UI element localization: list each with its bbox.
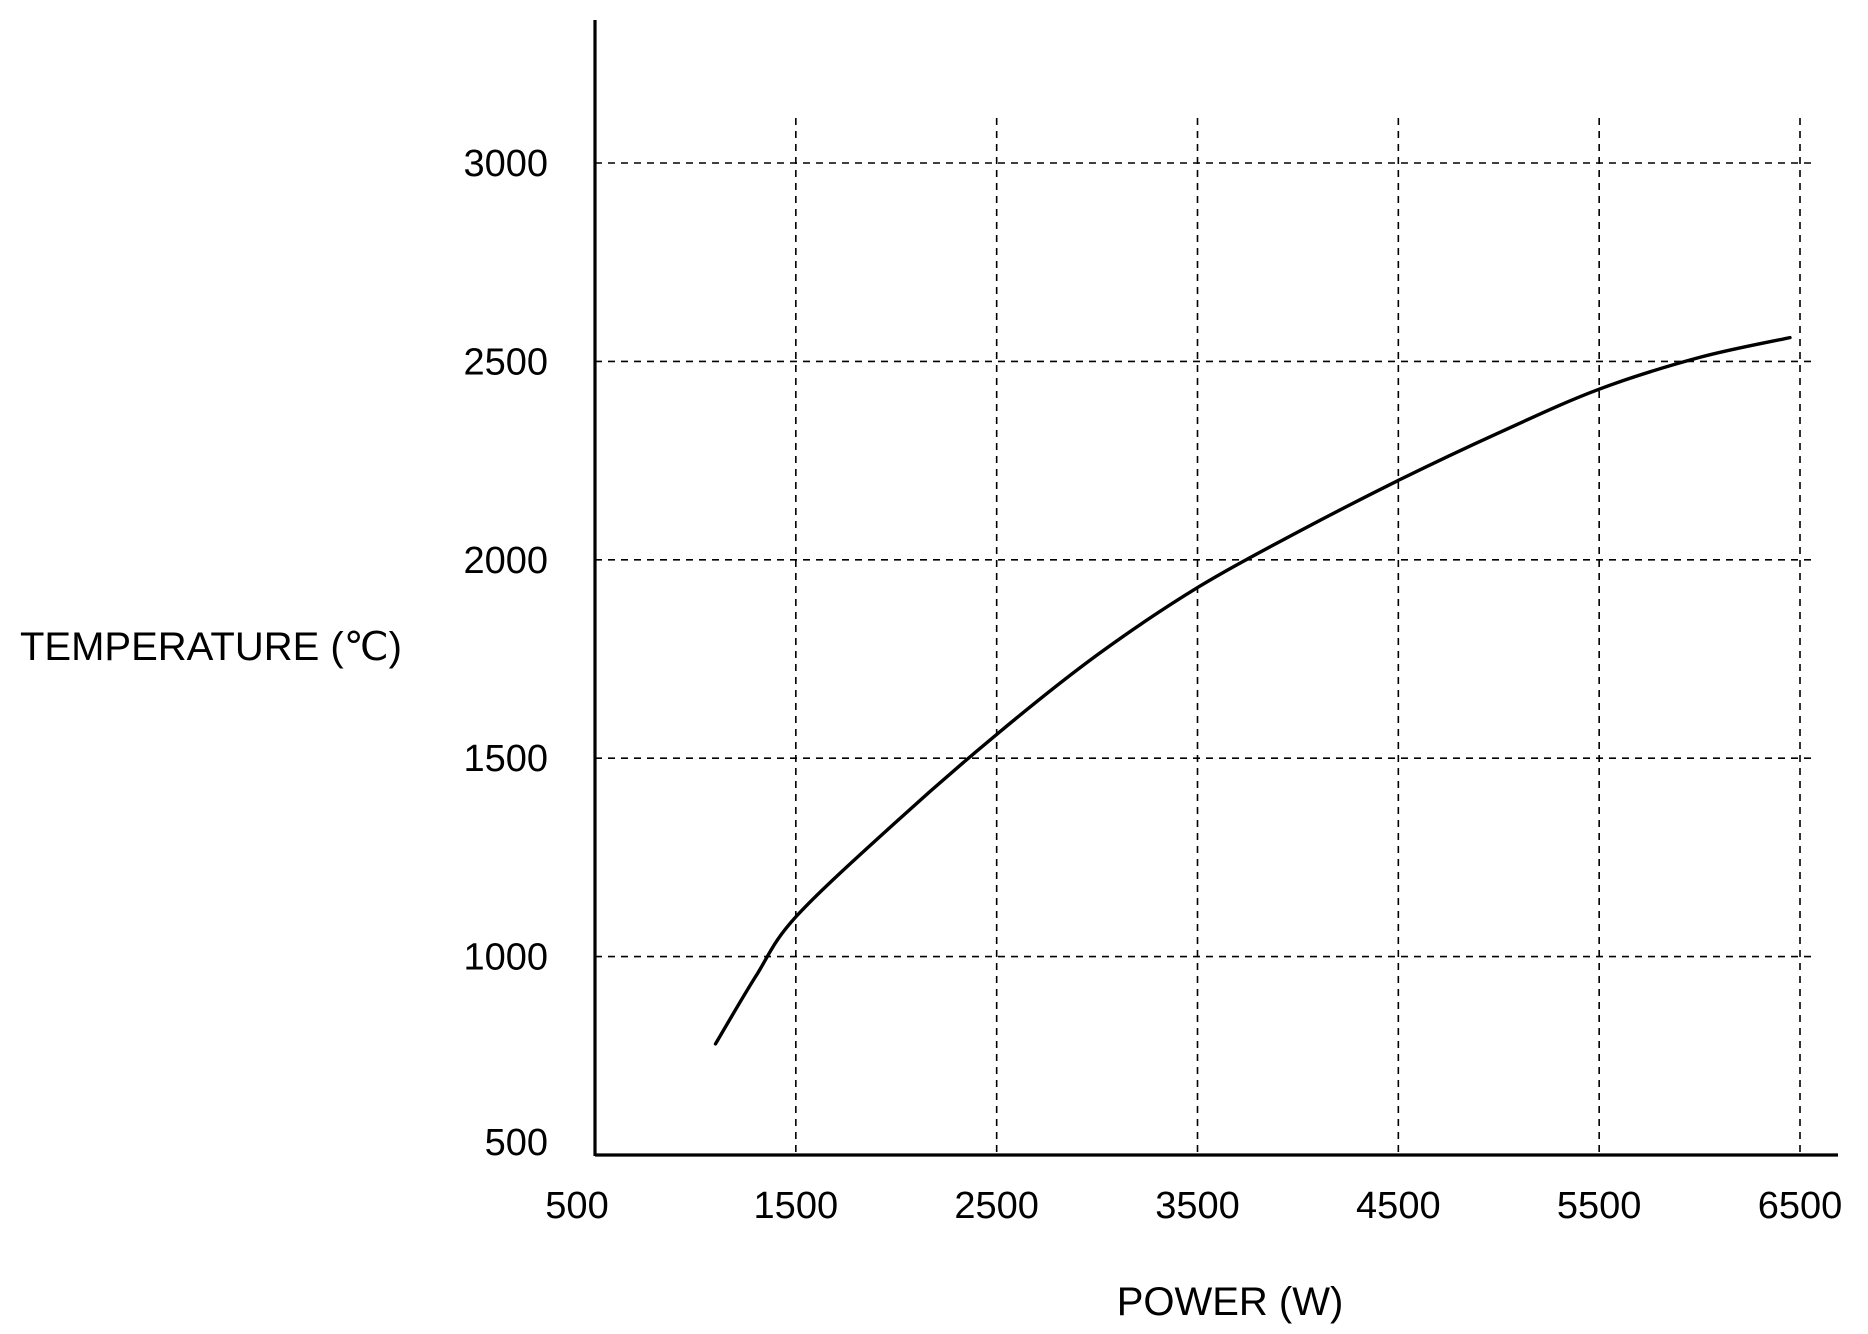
y-tick-label: 1500 — [463, 738, 548, 780]
x-axis-title: POWER (W) — [1117, 1280, 1344, 1324]
x-tick-label: 5500 — [1557, 1185, 1642, 1227]
y-tick-label: 1000 — [463, 937, 548, 979]
temperature-curve — [713, 335, 1792, 1046]
x-tick-label: 3500 — [1155, 1185, 1240, 1227]
x-tick-label: 2500 — [954, 1185, 1039, 1227]
x-tick-label: 4500 — [1356, 1185, 1441, 1227]
x-tick-labels: 500 1500 2500 3500 4500 5500 6500 — [545, 1185, 1842, 1227]
y-tick-label: 3000 — [463, 143, 548, 185]
x-tick-label: 500 — [545, 1185, 608, 1227]
y-tick-label: 2000 — [463, 540, 548, 582]
x-tick-label: 6500 — [1758, 1185, 1843, 1227]
axes — [593, 20, 1838, 1157]
y-tick-label: 500 — [485, 1122, 548, 1164]
series-group — [713, 335, 1792, 1046]
grid — [595, 118, 1812, 1155]
y-axis-title: TEMPERATURE (℃) — [20, 625, 402, 669]
y-tick-label: 2500 — [463, 341, 548, 383]
x-tick-label: 1500 — [754, 1185, 839, 1227]
y-tick-labels: 500 1000 1500 2000 2500 3000 — [463, 143, 548, 1164]
